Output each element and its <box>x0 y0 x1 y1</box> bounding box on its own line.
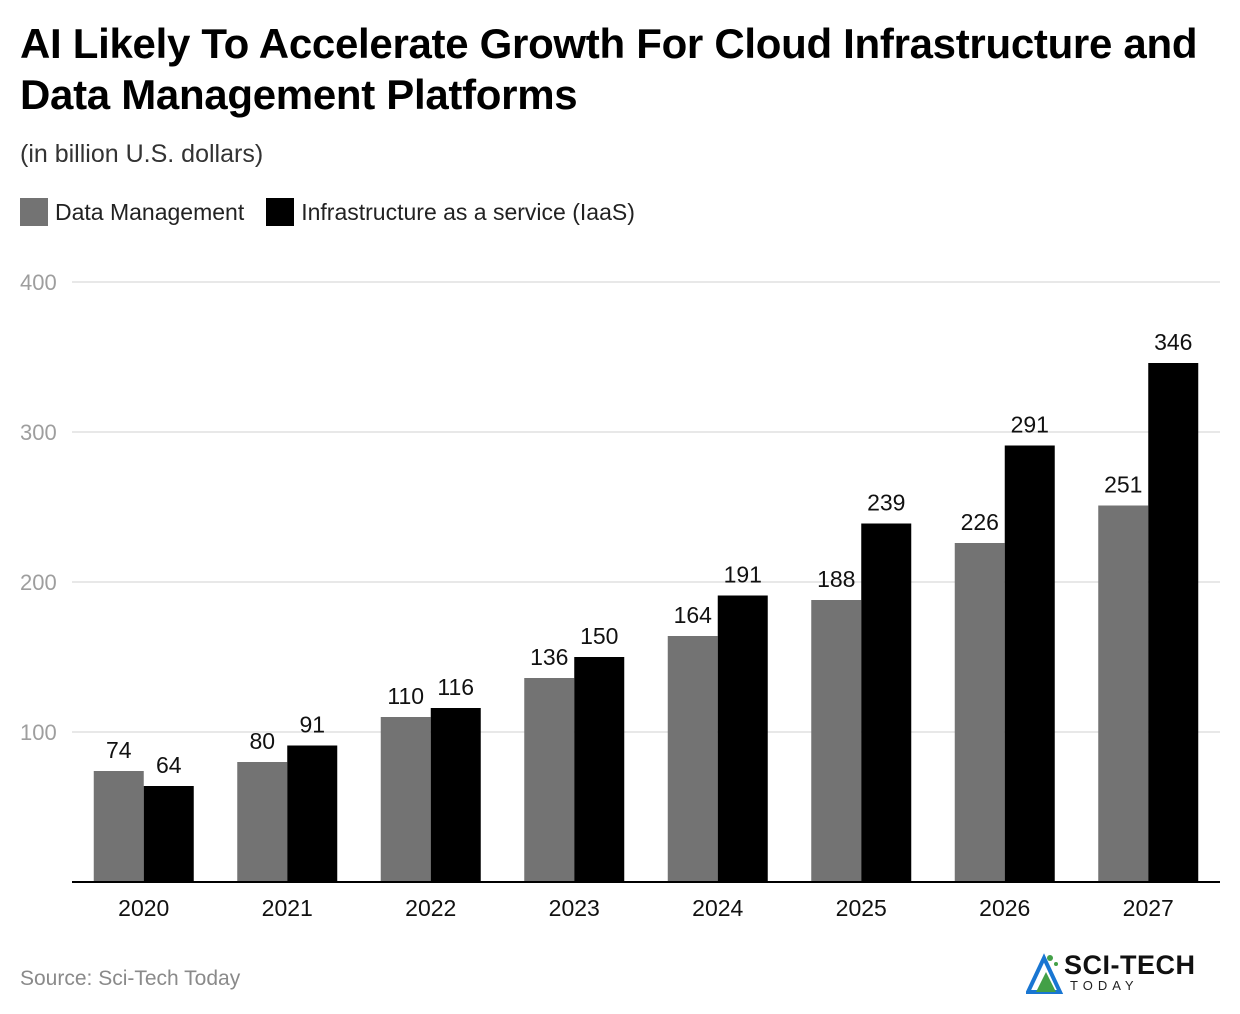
bar-iaas-2024 <box>717 595 768 882</box>
brand-tagline: TODAY <box>1070 978 1139 993</box>
legend-swatch-iaas <box>266 198 295 226</box>
data-label-data-management-2027: 251 <box>1104 472 1142 498</box>
data-label-data-management-2023: 136 <box>530 644 568 670</box>
bar-data-management-2026 <box>954 543 1005 882</box>
x-tick-label: 2025 <box>836 895 887 921</box>
source-note: Source: Sci-Tech Today <box>20 967 241 990</box>
bar-iaas-2022 <box>430 708 481 882</box>
x-tick-label: 2020 <box>118 895 169 921</box>
x-tick-label: 2024 <box>692 895 743 921</box>
bar-iaas-2021 <box>287 745 338 882</box>
chart-title: AI Likely To Accelerate Growth For Cloud… <box>20 20 1198 118</box>
bar-data-management-2024 <box>667 636 718 882</box>
bar-data-management-2021 <box>237 762 288 882</box>
y-tick-label: 400 <box>20 270 57 295</box>
data-label-iaas-2022: 116 <box>437 674 474 700</box>
legend-item-data-management: Data Management <box>20 198 244 226</box>
data-label-data-management-2021: 80 <box>249 728 275 754</box>
bar-data-management-2025 <box>811 600 862 882</box>
brand-logo: SCI-TECH TODAY <box>1026 948 1206 998</box>
data-label-data-management-2022: 110 <box>387 683 424 709</box>
brand-name: SCI-TECH <box>1064 950 1196 980</box>
data-label-iaas-2027: 346 <box>1154 329 1192 355</box>
x-tick-label: 2022 <box>405 895 456 921</box>
data-label-data-management-2024: 164 <box>674 602 713 628</box>
data-label-iaas-2021: 91 <box>299 712 325 738</box>
bar-iaas-2027 <box>1148 363 1199 882</box>
bar-iaas-2026 <box>1004 445 1055 882</box>
bar-data-management-2023 <box>524 678 575 882</box>
y-tick-label: 200 <box>20 570 57 595</box>
data-label-data-management-2025: 188 <box>817 566 855 592</box>
data-label-iaas-2024: 191 <box>724 562 762 588</box>
x-tick-label: 2027 <box>1123 895 1174 921</box>
data-label-data-management-2020: 74 <box>106 737 132 763</box>
bar-data-management-2027 <box>1098 505 1149 882</box>
data-label-iaas-2020: 64 <box>156 752 182 778</box>
bar-iaas-2023 <box>574 657 625 882</box>
bar-data-management-2022 <box>380 717 431 882</box>
data-label-iaas-2026: 291 <box>1011 412 1049 438</box>
bar-data-management-2020 <box>93 771 144 882</box>
y-tick-label: 100 <box>20 720 57 745</box>
legend-label-iaas: Infrastructure as a service (IaaS) <box>301 198 635 225</box>
data-label-data-management-2026: 226 <box>961 509 999 535</box>
chart-subtitle: (in billion U.S. dollars) <box>20 140 264 168</box>
legend: Data Management Infrastructure as a serv… <box>20 197 657 227</box>
brand-mark-icon <box>1026 953 1064 994</box>
x-tick-label: 2021 <box>262 895 313 921</box>
legend-item-iaas: Infrastructure as a service (IaaS) <box>266 198 635 226</box>
legend-label-data-management: Data Management <box>55 198 245 225</box>
data-label-iaas-2025: 239 <box>867 490 905 516</box>
x-tick-label: 2023 <box>549 895 600 921</box>
bar-iaas-2020 <box>143 786 194 882</box>
data-label-iaas-2023: 150 <box>580 623 618 649</box>
x-tick-label: 2026 <box>979 895 1030 921</box>
legend-swatch-data-management <box>20 198 48 226</box>
y-tick-label: 300 <box>20 420 57 445</box>
bar-iaas-2025 <box>861 523 912 882</box>
